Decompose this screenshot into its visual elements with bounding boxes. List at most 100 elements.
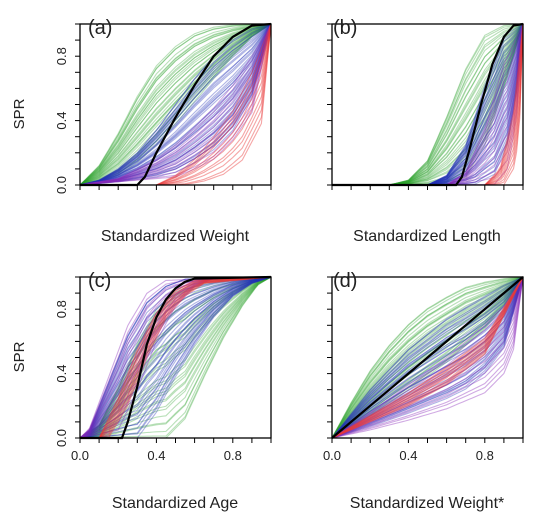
y-tick-label: 0.8 [54, 300, 69, 318]
series-line-green [331, 276, 524, 439]
series-line-blue [331, 276, 524, 439]
series-line-green [79, 23, 272, 186]
series-line-red [331, 276, 524, 439]
panel-a-label: (a) [88, 17, 112, 39]
series-line-purple [331, 276, 524, 439]
series-line-blue [331, 276, 524, 439]
series-line-green [331, 276, 524, 439]
series-line-purple [79, 23, 272, 186]
series-line-blue [79, 23, 272, 186]
series-line-blue [79, 276, 272, 439]
series-line-blue [79, 23, 272, 186]
reference-line [80, 275, 272, 440]
series-line-blue [79, 23, 272, 186]
x-tick-label: 0.8 [476, 448, 494, 463]
series-line-blue [79, 23, 272, 186]
series-line-blue [331, 276, 524, 439]
series-line-blue [331, 276, 524, 439]
series-line-blue [79, 276, 272, 439]
series-line-blue [79, 276, 272, 439]
series-line-purple [79, 23, 272, 186]
series-line-purple [331, 276, 524, 439]
series-line-green [79, 23, 272, 186]
series-line-blue [331, 276, 524, 439]
series-line-blue [79, 276, 272, 439]
x-tick-label: 0.4 [399, 448, 417, 463]
series-line-green [331, 276, 524, 439]
series-line-purple [79, 23, 272, 186]
series-line-green [331, 276, 524, 439]
series-line-blue [79, 23, 272, 186]
series-line-green [79, 23, 272, 186]
series-line-green [79, 23, 272, 186]
series-line-blue [331, 276, 524, 439]
series-line-blue [79, 23, 272, 186]
series-line-red [80, 276, 272, 439]
series-line-green [79, 276, 272, 439]
series-line-blue [331, 276, 524, 439]
series-line-blue [331, 276, 524, 439]
series-line-blue [79, 276, 272, 439]
series-line-purple [79, 23, 272, 186]
series-line-blue [331, 276, 524, 439]
series-line-purple [331, 276, 524, 439]
series-line-blue [331, 276, 524, 439]
series-line-blue [79, 23, 272, 186]
series-line-green [79, 276, 272, 439]
series-line-green [79, 23, 272, 186]
series-line-green [79, 23, 272, 186]
series-line-blue [79, 276, 272, 439]
series-line-green [79, 276, 272, 439]
series-line-blue [79, 23, 272, 186]
series-line-blue [79, 276, 272, 439]
series-line-green [79, 23, 272, 186]
series-line-red [331, 276, 524, 439]
series-line-blue [331, 276, 524, 439]
series-line-green [79, 276, 272, 439]
series-line-blue [79, 23, 272, 186]
series-line-red [80, 276, 272, 439]
series-line-blue [79, 23, 272, 186]
series-line-red [331, 276, 524, 439]
series-line-red [331, 276, 524, 439]
y-axis-label-bottom: SPR [11, 341, 28, 372]
series-line-red [80, 276, 272, 439]
series-line-blue [79, 23, 272, 186]
series-line-blue [331, 276, 524, 439]
series-line-blue [331, 276, 524, 439]
series-line-blue [79, 23, 272, 186]
series-line-blue [79, 276, 272, 439]
series-line-green [331, 276, 524, 439]
series-line-green [79, 276, 272, 439]
series-line-green [79, 276, 272, 439]
series-line-blue [331, 276, 524, 439]
series-line-green [331, 276, 524, 439]
series-line-blue [79, 276, 272, 439]
y-tick-label: 0.0 [54, 429, 69, 447]
series-line-blue [79, 23, 272, 186]
series-line-green [79, 23, 272, 186]
series-line-purple [331, 276, 524, 439]
panel-a: 0.0 0.4 0.8 (a) Standardized Weight [54, 17, 272, 245]
series-line-red [331, 276, 524, 439]
series-line-blue [79, 276, 272, 439]
reference-line [331, 276, 524, 439]
series-line-green [79, 23, 272, 186]
series-line-blue [331, 276, 524, 439]
series-line-blue [79, 276, 272, 439]
series-line-green [79, 276, 272, 439]
series-line-blue [331, 276, 524, 439]
series-line-green [331, 276, 524, 439]
series-line-blue [79, 23, 272, 186]
series-line-blue [331, 276, 524, 439]
series-line-green [79, 276, 272, 439]
series-line-blue [331, 276, 524, 439]
series-line-red [331, 276, 524, 439]
panel-c: 0.0 0.4 0.8 0.0 0.4 0.8 (c) Standardized Age [54, 270, 272, 512]
x-tick-label: 0.0 [323, 448, 341, 463]
panel-c-x-label: Standardized Age [112, 495, 238, 512]
series-line-green [79, 276, 272, 439]
series-line-red [331, 276, 524, 439]
panel-d-label: (d) [333, 270, 357, 292]
